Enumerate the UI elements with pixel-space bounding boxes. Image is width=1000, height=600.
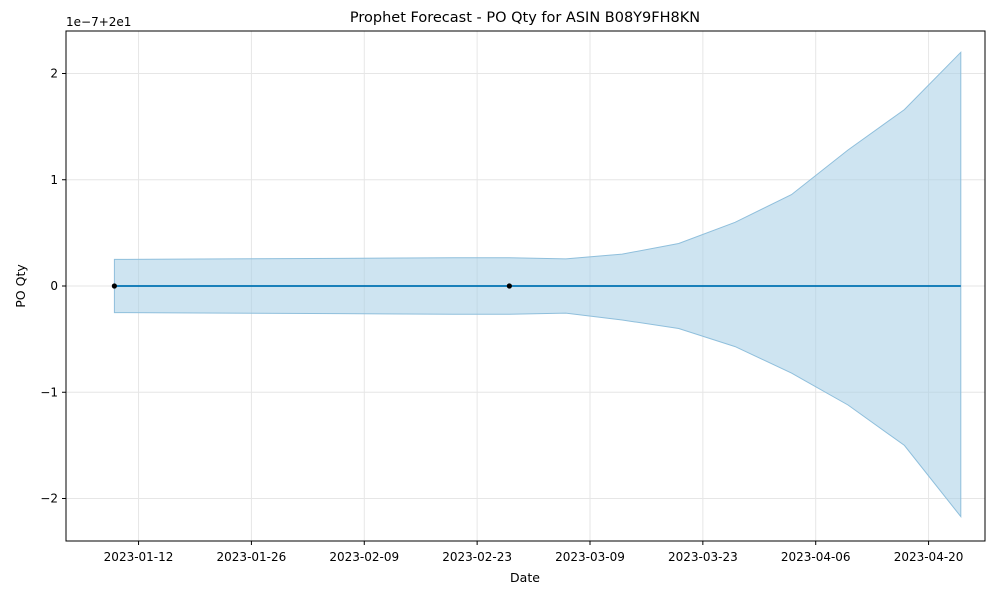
x-tick-label: 2023-02-09 [329,550,399,564]
x-tick-label: 2023-02-23 [442,550,512,564]
y-tick-label: −1 [40,385,58,399]
observed-point [111,283,117,289]
y-tick-label: −2 [40,492,58,506]
y-offset-label: 1e−7+2e1 [66,15,131,29]
y-tick-label: 1 [50,173,58,187]
x-tick-label: 2023-01-26 [217,550,287,564]
y-tick-label: 0 [50,279,58,293]
x-tick-label: 2023-04-20 [894,550,964,564]
y-tick-label: 2 [50,67,58,81]
uncertainty-band [113,51,962,519]
x-tick-label: 2023-01-12 [104,550,174,564]
x-axis-label: Date [510,570,540,585]
y-axis-ticks: 2 1 0 −1 −2 [40,67,66,506]
x-tick-label: 2023-04-06 [781,550,851,564]
x-axis-ticks: 2023-01-12 2023-01-26 2023-02-09 2023-02-23… [104,541,964,564]
x-tick-label: 2023-03-23 [668,550,738,564]
observed-point [506,283,512,289]
confidence-interval-band [113,51,962,519]
observed-points [111,283,512,289]
y-axis-label: PO Qty [13,264,28,308]
x-tick-label: 2023-03-09 [555,550,625,564]
chart-title: Prophet Forecast - PO Qty for ASIN B08Y9… [350,10,700,26]
